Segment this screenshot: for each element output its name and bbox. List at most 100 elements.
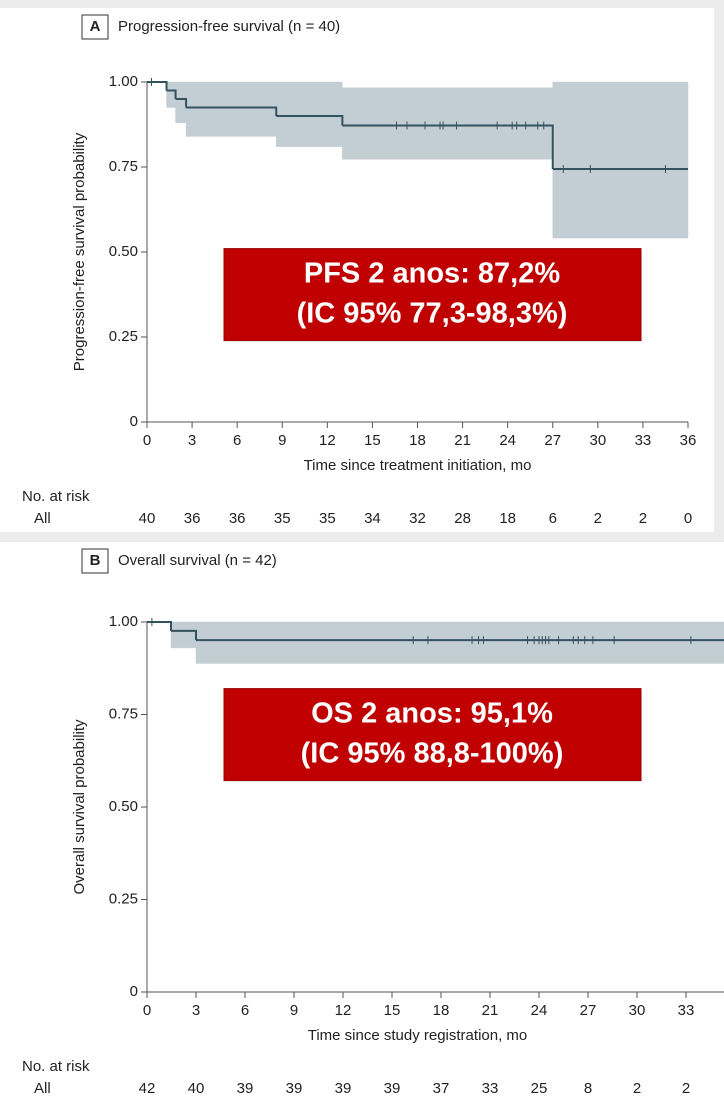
risk-table-value: 40 [188,1080,205,1097]
risk-table-value: 32 [409,510,426,527]
x-tick-label: 18 [433,1002,450,1019]
y-tick-label: 0.25 [109,890,138,907]
x-tick-label: 9 [290,1002,298,1019]
x-tick-label: 27 [580,1002,597,1019]
y-tick-label: 0 [130,413,138,430]
risk-table-title: No. at risk [22,1058,90,1075]
x-tick-label: 18 [409,432,426,449]
confidence-band [175,81,187,124]
risk-table-value: 39 [335,1080,352,1097]
x-tick-label: 21 [482,1002,499,1019]
risk-table-value: 28 [454,510,471,527]
x-tick-label: 0 [143,432,151,449]
x-tick-label: 12 [319,432,336,449]
confidence-band [166,81,176,108]
panel-label: B [90,552,101,569]
risk-table-value: 2 [639,510,647,527]
y-tick-label: 1.00 [109,613,138,630]
risk-table-value: 39 [237,1080,254,1097]
risk-table-value: 42 [139,1080,156,1097]
survival-step [147,81,168,91]
panel-title: Progression-free survival (n = 40) [118,18,340,35]
x-tick-label: 24 [531,1002,548,1019]
annotation-text: (IC 95% 88,8-100%) [301,737,564,769]
x-tick-label: 12 [335,1002,352,1019]
panel: A Progression-free survival (n = 40) 0 0.25… [22,14,697,527]
y-axis-label: Overall survival probability [71,719,88,895]
risk-table-value: 2 [594,510,602,527]
risk-table-value: 35 [274,510,291,527]
x-tick-label: 30 [629,1002,646,1019]
y-tick-label: 1.00 [109,73,138,90]
x-tick-label: 6 [241,1002,249,1019]
y-tick-label: 0.75 [109,158,138,175]
panel-title: Overall survival (n = 42) [118,552,277,569]
confidence-band [275,81,343,147]
risk-table-value: 39 [286,1080,303,1097]
panel-label-box [81,548,109,574]
x-tick-label: 0 [143,1002,151,1019]
risk-table-value: 35 [319,510,336,527]
y-tick-label: 0.75 [109,705,138,722]
x-tick-label: 24 [499,432,516,449]
risk-table-value: 18 [499,510,516,527]
confidence-band [185,81,277,137]
x-tick-label: 3 [192,1002,200,1019]
panel-label-box [81,14,109,40]
x-tick-label: 15 [364,432,381,449]
x-tick-label: 15 [384,1002,401,1019]
x-tick-label: 21 [454,432,471,449]
panel: B Overall survival (n = 42) 0 0.25 0.50 0.75 1… [22,548,724,1097]
survival-step [166,89,177,99]
risk-table-value: 2 [682,1080,690,1097]
risk-table-value: 8 [584,1080,592,1097]
risk-table-group: All [34,1080,51,1097]
x-tick-label: 9 [278,432,286,449]
y-axis-label: Progression-free survival probability [71,132,88,371]
x-tick-label: 33 [635,432,652,449]
y-tick-label: 0.50 [109,798,138,815]
x-tick-label: 27 [544,432,561,449]
annotation-text: PFS 2 anos: 87,2% [304,257,560,289]
survival-step [342,124,554,170]
risk-table-value: 2 [633,1080,641,1097]
confidence-band [195,621,724,664]
x-tick-label: 33 [678,1002,695,1019]
panel-label: A [90,18,101,35]
risk-table-value: 39 [384,1080,401,1097]
risk-table-value: 25 [531,1080,548,1097]
annotation-box [223,688,642,782]
y-tick-label: 0 [130,983,138,1000]
annotation-text: OS 2 anos: 95,1% [311,697,553,729]
x-tick-label: 30 [589,432,606,449]
risk-table-value: 36 [184,510,201,527]
survival-step [147,621,173,631]
risk-table-value: 40 [139,510,156,527]
annotation-text: (IC 95% 77,3-98,3%) [297,297,568,329]
x-tick-label: 3 [188,432,196,449]
risk-table-value: 33 [482,1080,499,1097]
x-axis-label: Time since study registration, mo [308,1027,528,1044]
survival-step [171,629,197,641]
confidence-band [342,87,553,160]
risk-table-value: 0 [684,510,692,527]
y-tick-label: 0.25 [109,328,138,345]
y-tick-label: 0.50 [109,243,138,260]
risk-table-value: 37 [433,1080,450,1097]
risk-table-value: 36 [229,510,246,527]
survival-step [276,115,344,126]
x-tick-label: 6 [233,432,241,449]
risk-table-value: 34 [364,510,381,527]
risk-table-value: 6 [549,510,557,527]
risk-table-title: No. at risk [22,488,90,505]
x-axis-label: Time since treatment initiation, mo [304,457,532,474]
x-tick-label: 36 [680,432,697,449]
confidence-band [552,81,689,239]
risk-table-group: All [34,510,51,527]
survival-step [186,106,278,116]
survival-step [175,98,188,108]
annotation-box [223,248,642,342]
confidence-band [170,621,197,649]
